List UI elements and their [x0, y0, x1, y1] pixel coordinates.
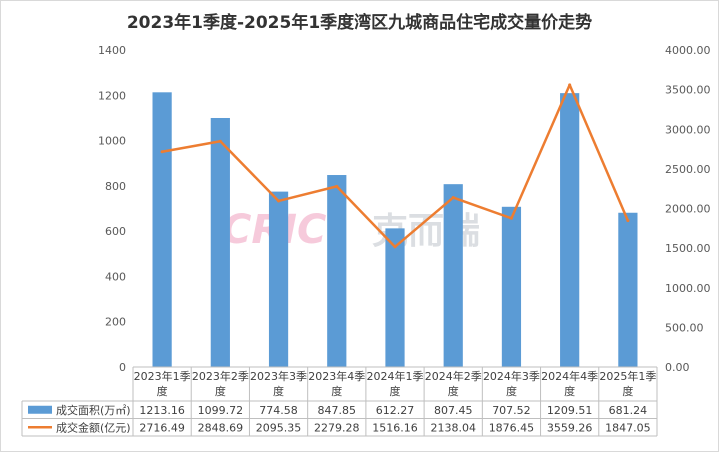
- data-label: 1876.45: [489, 421, 535, 434]
- y-left-tick-label: 400: [105, 270, 126, 283]
- bar: [327, 175, 347, 367]
- chart-title: 2023年1季度-2025年1季度湾区九城商品住宅成交量价走势: [126, 13, 593, 33]
- y-right-tick-label: 1000.00: [665, 282, 711, 295]
- axes: 0 200 400 600 800 1000 1200 1400 0.00 500.00 1000.…: [98, 44, 711, 374]
- y-left-tick-label: 200: [105, 316, 126, 329]
- bar: [443, 184, 463, 367]
- y-right-tick-label: 4000.00: [665, 44, 711, 57]
- y-right-tick-label: 500.00: [665, 321, 704, 334]
- y-right-tick-label: 1500.00: [665, 242, 711, 255]
- data-label: 3559.26: [547, 421, 593, 434]
- data-label: 2279.28: [314, 421, 360, 434]
- data-label: 612.27: [376, 404, 415, 417]
- legend-label: 成交面积(万㎡): [56, 403, 131, 417]
- line-point: [335, 184, 339, 188]
- y-left-tick-label: 1400: [98, 44, 126, 57]
- data-label: 1213.16: [139, 404, 185, 417]
- bar: [385, 228, 405, 367]
- data-label: 1516.16: [372, 421, 418, 434]
- bar: [268, 191, 289, 367]
- data-label: 807.45: [434, 404, 473, 417]
- x-category-label: 2024年4季度: [541, 369, 598, 398]
- line-point: [568, 83, 572, 87]
- data-label: 2716.49: [139, 421, 185, 434]
- bar: [152, 92, 172, 368]
- x-category-label: 2024年2季度: [425, 369, 482, 398]
- y-left-tick-label: 800: [105, 180, 126, 193]
- line-point: [626, 219, 630, 223]
- line-point: [393, 245, 397, 249]
- y-right-tick-label: 0.00: [665, 361, 690, 374]
- data-label: 1099.72: [198, 404, 244, 417]
- y-right-tick-label: 2500.00: [665, 163, 711, 176]
- bar: [560, 93, 580, 367]
- bar-series: [152, 92, 638, 368]
- data-label: 2095.35: [256, 421, 302, 434]
- line-series: [160, 83, 630, 249]
- x-category-label: 2023年1季度: [134, 369, 191, 398]
- bar: [501, 206, 522, 367]
- y-left-tick-label: 1200: [98, 89, 126, 102]
- data-label: 774.58: [259, 404, 298, 417]
- x-category-label: 2023年4季度: [308, 369, 365, 398]
- data-label: 2138.04: [430, 421, 476, 434]
- y-right-tick-label: 3000.00: [665, 123, 711, 136]
- line-point: [509, 216, 513, 220]
- x-category-label: 2023年3季度: [250, 369, 307, 398]
- line-point: [218, 139, 222, 143]
- bar: [618, 212, 638, 367]
- x-category-label: 2024年3季度: [483, 369, 540, 398]
- y-left-tick-label: 0: [119, 361, 126, 374]
- y-right-tick-label: 2000.00: [665, 203, 711, 216]
- y-right-tick-label: 3500.00: [665, 84, 711, 97]
- line-point: [160, 150, 164, 154]
- line-point: [277, 199, 281, 203]
- line-point: [451, 196, 455, 200]
- data-label: 847.85: [318, 404, 357, 417]
- watermark: CRIC 克而瑞: [222, 207, 480, 253]
- data-label: 681.24: [609, 404, 648, 417]
- y-left-tick-label: 1000: [98, 135, 126, 148]
- data-label: 707.52: [492, 404, 531, 417]
- data-label: 2848.69: [198, 421, 244, 434]
- data-table: 2023年1季度2023年2季度2023年3季度2023年4季度2024年1季度…: [21, 366, 658, 437]
- x-category-label: 2023年2季度: [192, 369, 249, 398]
- y-left-tick-label: 600: [105, 225, 126, 238]
- legend-swatch-bar: [28, 405, 52, 414]
- bar: [210, 117, 230, 367]
- data-label: 1209.51: [547, 404, 593, 417]
- x-category-label: 2024年1季度: [367, 369, 424, 398]
- legend-label: 成交金额(亿元): [56, 420, 131, 434]
- x-category-label: 2025年1季度: [599, 369, 656, 398]
- data-label: 1847.05: [605, 421, 651, 434]
